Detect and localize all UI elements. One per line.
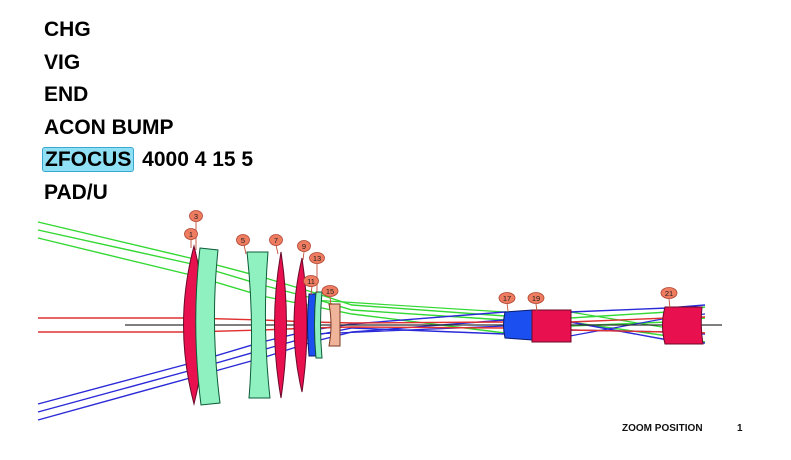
surface-labels: 1 3 5 7 9 11 13 15 <box>184 210 678 304</box>
svg-text:9: 9 <box>302 242 306 251</box>
command-line-pad-u: PAD/U <box>44 177 253 210</box>
svg-text:11: 11 <box>307 277 315 286</box>
surface-label-17: 17 <box>498 292 516 304</box>
surface-label-15: 15 <box>321 285 339 297</box>
command-listing: CHG VIG END ACON BUMP ZFOCUS 4000 4 15 5… <box>42 14 254 210</box>
svg-text:19: 19 <box>532 294 540 303</box>
svg-text:17: 17 <box>503 294 511 303</box>
svg-text:5: 5 <box>241 236 245 245</box>
highlighted-keyword: ZFOCUS <box>42 147 135 172</box>
ray-blue <box>37 327 706 413</box>
zoom-position-label: ZOOM POSITION <box>622 423 703 434</box>
lens-element-15 <box>328 303 341 347</box>
svg-text:15: 15 <box>326 287 334 296</box>
command-line-end: END <box>44 79 253 112</box>
surface-label-1: 1 <box>184 228 198 240</box>
lens-element-9 <box>293 257 308 393</box>
surface-label-13: 13 <box>309 252 325 264</box>
command-arguments: 4000 4 15 5 <box>142 148 254 171</box>
command-line-chg: CHG <box>44 14 253 47</box>
command-keyword: END <box>44 83 89 106</box>
command-keyword: PAD/U <box>44 180 108 204</box>
lens-element-19 <box>531 309 572 343</box>
lens-element-21 <box>662 306 704 345</box>
command-keyword: CHG <box>44 18 91 41</box>
lens-elements <box>183 244 704 406</box>
lens-element-5 <box>246 251 271 399</box>
lens-element-17 <box>503 309 533 341</box>
surface-label-21: 21 <box>660 287 678 299</box>
command-line-zfocus: ZFOCUS 4000 4 15 5 <box>42 144 254 177</box>
surface-label-7: 7 <box>269 234 283 246</box>
surface-label-19: 19 <box>527 292 545 304</box>
command-line-acon-bump: ACON BUMP <box>44 112 253 145</box>
ray-green <box>37 237 706 334</box>
svg-text:3: 3 <box>194 212 198 221</box>
surface-label-9: 9 <box>297 240 311 252</box>
svg-text:13: 13 <box>313 254 321 263</box>
command-keyword: VIG <box>44 50 81 74</box>
ray-bundle <box>37 221 706 421</box>
lens-element-13 <box>314 291 323 359</box>
surface-label-3: 3 <box>189 210 203 222</box>
svg-text:21: 21 <box>665 289 673 298</box>
zoom-position-value: 1 <box>737 423 743 434</box>
command-line-vig: VIG <box>44 47 253 80</box>
lens-element-7 <box>274 251 287 399</box>
ray-blue <box>37 311 706 405</box>
lens-element-3 <box>195 247 221 406</box>
surface-label-11: 11 <box>303 275 319 287</box>
svg-text:7: 7 <box>274 236 278 245</box>
command-keyword: ACON BUMP <box>44 115 174 139</box>
surface-label-5: 5 <box>236 234 250 246</box>
svg-text:1: 1 <box>189 230 193 239</box>
